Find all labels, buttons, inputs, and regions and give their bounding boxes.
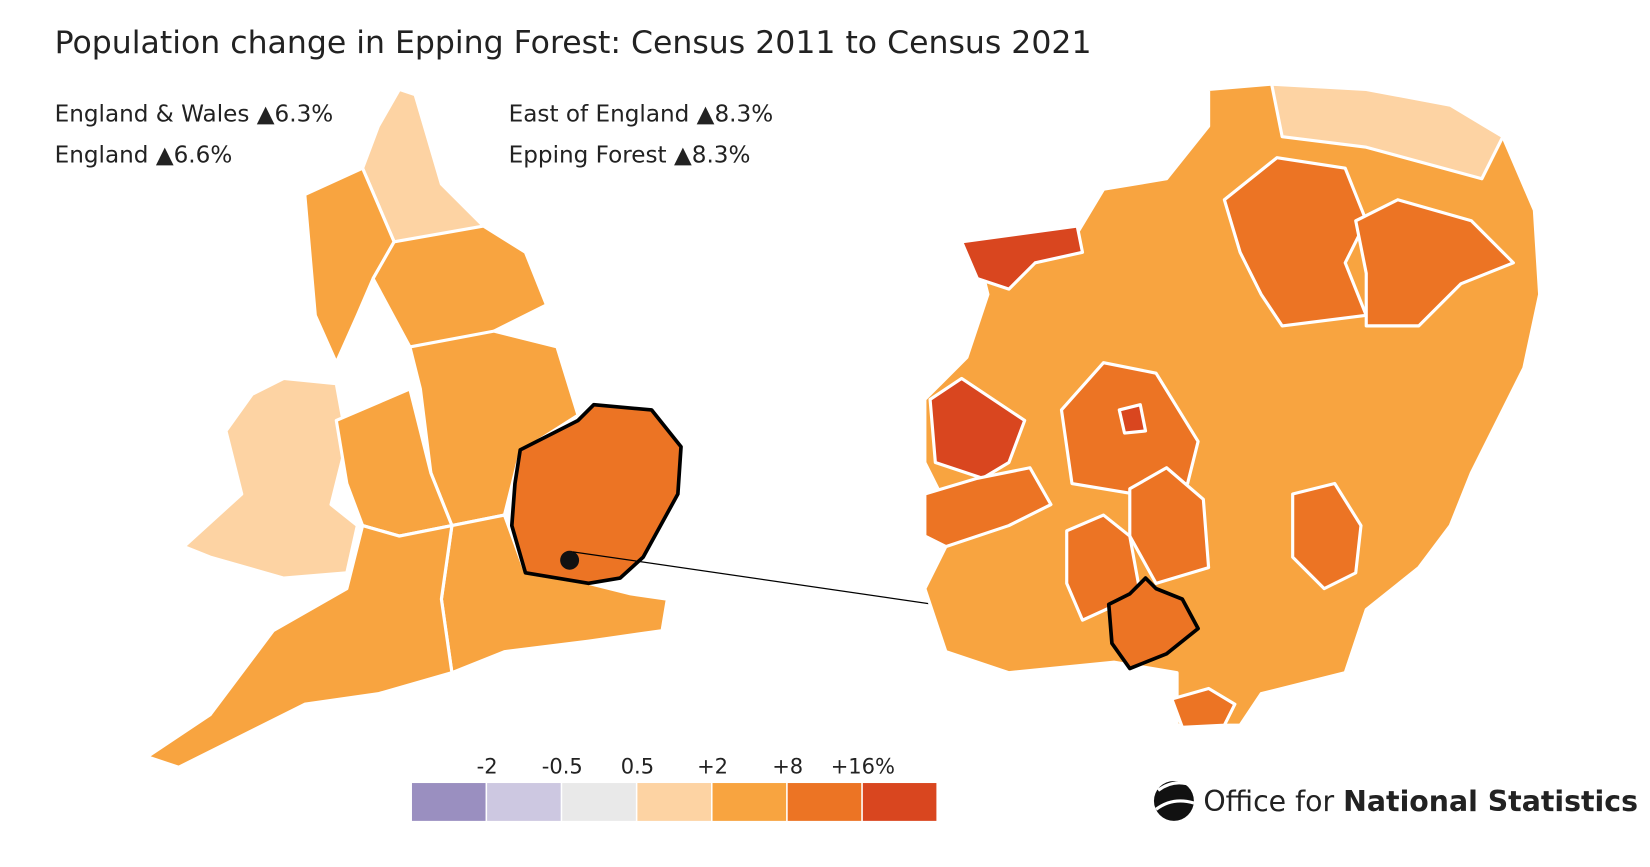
title: Population change in Epping Forest: Cens… — [55, 25, 1092, 61]
stat-change: ▲8.3% — [674, 142, 750, 168]
district — [960, 224, 1085, 291]
logo-name: National Statistics — [1343, 785, 1638, 818]
region — [145, 523, 454, 769]
epping-marker — [560, 550, 580, 570]
legend-swatch — [562, 783, 636, 821]
district — [1117, 403, 1148, 435]
legend-swatch — [712, 783, 787, 821]
legend-tick-label: +8 — [772, 753, 803, 778]
stat-area: Epping Forest — [509, 142, 667, 168]
ons-logo: Office for National Statistics — [1153, 780, 1638, 821]
stat: East of England ▲8.3% — [509, 101, 774, 127]
region — [182, 376, 359, 580]
legend-swatch — [487, 783, 561, 821]
england-wales-map — [145, 87, 683, 769]
legend-tick-label: -0.5 — [542, 753, 583, 778]
district — [1354, 198, 1515, 328]
district — [1270, 82, 1505, 181]
stat: England ▲6.6% — [55, 142, 233, 168]
legend-tick-label: +16% — [831, 753, 895, 778]
logo-icon-mark — [1155, 781, 1195, 811]
legend: -2 -0.5 0.5 +2 +8 +16% — [411, 753, 937, 821]
stat-change: ▲8.3% — [697, 101, 773, 127]
district — [928, 376, 1027, 480]
epping-forest — [1106, 576, 1200, 671]
district — [1170, 686, 1237, 729]
district — [1222, 156, 1368, 328]
stat: England & Wales ▲6.3% — [55, 101, 334, 127]
legend-swatch — [411, 783, 486, 821]
region — [408, 329, 580, 528]
stat-area: East of England — [509, 101, 690, 127]
stat-area: England & Wales — [55, 101, 250, 127]
legend-swatch — [787, 783, 862, 821]
legend-tick-label: 0.5 — [621, 753, 654, 778]
legend-swatch — [637, 783, 711, 821]
logo-text: Office for National Statistics — [1203, 785, 1638, 818]
highlight-region — [509, 402, 683, 586]
east-of-england-map — [923, 82, 1542, 729]
legend-tick-label: +2 — [697, 753, 728, 778]
district — [1291, 481, 1363, 591]
region — [303, 166, 396, 365]
district — [923, 466, 1053, 549]
legend-swatch — [862, 783, 937, 821]
stat-area: England — [55, 142, 149, 168]
stat-change: ▲6.3% — [257, 101, 333, 127]
district — [923, 82, 1542, 727]
logo-prefix: Office for — [1203, 785, 1334, 818]
stat-change: ▲6.6% — [156, 142, 232, 168]
legend-tick-label: -2 — [477, 753, 498, 778]
stat: Epping Forest ▲8.3% — [509, 142, 751, 168]
